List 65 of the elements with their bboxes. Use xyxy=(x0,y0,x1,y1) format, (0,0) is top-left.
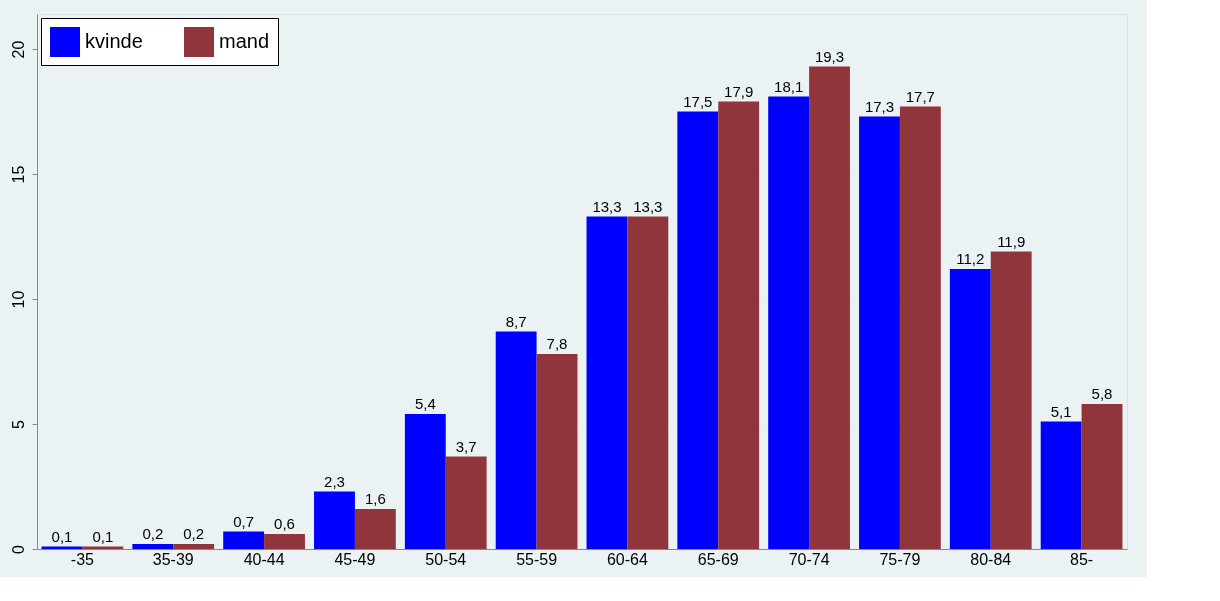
bar xyxy=(173,544,215,549)
bar xyxy=(495,331,537,549)
bar xyxy=(354,509,396,549)
x-tick-label: 80-84 xyxy=(970,550,1012,568)
bar xyxy=(899,106,941,549)
bar xyxy=(536,354,578,549)
x-tick-label: -35 xyxy=(70,550,95,568)
data-label: 1,6 xyxy=(364,490,386,507)
bar xyxy=(859,116,900,549)
bar xyxy=(132,544,174,549)
bar xyxy=(314,491,355,549)
legend-label: kvinde xyxy=(85,30,143,52)
data-label: 5,1 xyxy=(1050,402,1072,420)
x-tick-label: 40-44 xyxy=(243,550,285,568)
data-label: 18,1 xyxy=(774,77,804,95)
y-tick-label: 15 xyxy=(9,165,27,184)
data-label: 8,7 xyxy=(505,312,527,330)
data-label: 0,1 xyxy=(51,527,73,545)
data-label: 13,3 xyxy=(592,197,622,215)
bar xyxy=(990,251,1032,549)
data-label: 0,1 xyxy=(92,527,114,545)
y-tick-label: 20 xyxy=(9,40,27,59)
data-label: 17,7 xyxy=(905,87,935,105)
bar xyxy=(949,269,991,549)
x-tick-label: 55-59 xyxy=(516,550,558,568)
data-label: 0,2 xyxy=(142,525,164,542)
x-tick-label: 70-74 xyxy=(788,550,830,568)
data-label: 7,8 xyxy=(546,335,568,352)
x-tick-label: 65-69 xyxy=(697,550,739,568)
x-tick-label: 35-39 xyxy=(152,550,194,568)
data-label: 0,2 xyxy=(183,525,205,542)
bar xyxy=(404,414,446,549)
data-label: 3,7 xyxy=(455,437,477,455)
data-label: 17,9 xyxy=(724,82,754,100)
y-tick-label: 0 xyxy=(9,544,27,554)
bar xyxy=(1081,404,1123,549)
y-tick-label: 10 xyxy=(9,290,27,309)
legend-label: mand xyxy=(219,30,270,52)
data-label: 13,3 xyxy=(633,197,663,215)
bar xyxy=(677,111,719,549)
bar xyxy=(223,531,265,549)
data-label: 0,7 xyxy=(233,512,255,530)
data-label: 5,8 xyxy=(1091,385,1113,402)
bar xyxy=(627,216,669,549)
x-tick-label: 45-49 xyxy=(334,550,376,568)
data-label: 5,4 xyxy=(414,395,436,412)
bar xyxy=(445,456,487,549)
data-label: 0,6 xyxy=(274,515,295,532)
x-tick-label: 85- xyxy=(1070,550,1094,568)
data-label: 17,3 xyxy=(864,97,895,115)
bar xyxy=(1040,421,1082,549)
x-tick-label: 60-64 xyxy=(606,550,648,568)
bar xyxy=(586,216,628,549)
x-tick-label: 50-54 xyxy=(425,550,467,568)
data-label: 11,2 xyxy=(956,250,985,267)
data-label: 17,5 xyxy=(683,92,713,110)
x-tick-label: 75-79 xyxy=(879,550,921,568)
bar xyxy=(718,101,760,549)
data-label: 2,3 xyxy=(324,472,345,490)
y-tick-label: 5 xyxy=(9,419,27,429)
data-label: 11,9 xyxy=(997,232,1026,250)
bar xyxy=(264,534,305,549)
bar xyxy=(809,66,850,549)
bar xyxy=(768,96,810,549)
data-label: 19,3 xyxy=(814,47,845,65)
